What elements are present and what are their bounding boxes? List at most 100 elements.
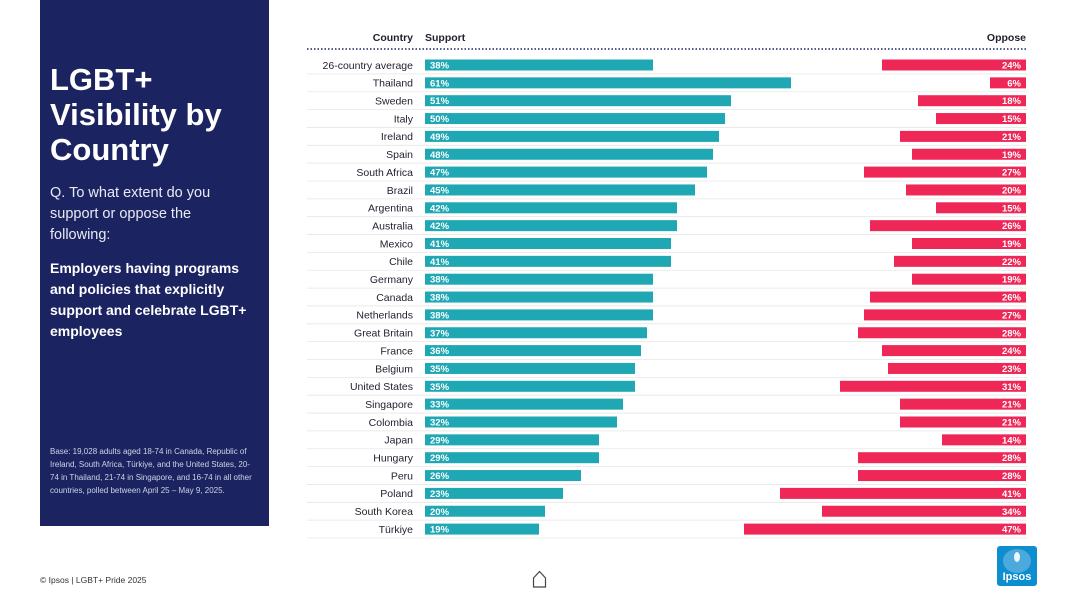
category-label: Belgium <box>375 363 413 375</box>
support-bar <box>425 505 545 517</box>
oppose-bar <box>888 362 1026 374</box>
category-label: Türkiye <box>379 524 414 536</box>
header-support: Support <box>425 32 466 44</box>
support-value-label: 32% <box>430 418 450 429</box>
category-label: France <box>380 345 413 357</box>
support-value-label: 50% <box>430 114 450 125</box>
oppose-bar <box>912 148 1026 160</box>
support-bar <box>425 380 635 392</box>
category-label: Ireland <box>381 131 413 143</box>
oppose-value-label: 6% <box>1007 78 1021 89</box>
oppose-value-label: 24% <box>1002 61 1022 72</box>
support-bar <box>425 291 653 303</box>
oppose-bar <box>894 255 1026 267</box>
support-bar <box>425 59 653 71</box>
support-value-label: 51% <box>430 96 450 107</box>
oppose-bar <box>822 505 1026 517</box>
support-bar <box>425 202 677 214</box>
category-label: Spain <box>386 149 413 161</box>
support-value-label: 26% <box>430 471 450 482</box>
category-label: Colombia <box>369 417 414 429</box>
category-label: Poland <box>380 488 413 500</box>
support-bar <box>425 416 617 428</box>
category-label: Australia <box>372 220 413 232</box>
support-bar <box>425 452 599 464</box>
support-bar <box>425 273 653 285</box>
support-value-label: 36% <box>430 346 450 357</box>
oppose-value-label: 15% <box>1002 203 1022 214</box>
oppose-value-label: 18% <box>1002 96 1022 107</box>
left-panel: LGBT+ Visibility by Country Q. To what e… <box>40 0 269 526</box>
oppose-value-label: 14% <box>1002 435 1022 446</box>
logo-background <box>997 546 1037 586</box>
support-bar <box>425 238 671 249</box>
oppose-value-label: 23% <box>1002 364 1022 375</box>
category-label: Brazil <box>387 185 413 197</box>
support-bar <box>425 523 539 535</box>
oppose-bar <box>858 452 1026 464</box>
support-bar <box>425 398 623 410</box>
oppose-bar <box>936 113 1026 125</box>
support-value-label: 42% <box>430 203 450 214</box>
oppose-bar <box>942 434 1026 446</box>
oppose-value-label: 21% <box>1002 418 1022 429</box>
oppose-bar <box>906 184 1026 196</box>
category-label: Singapore <box>365 399 413 411</box>
category-label: Hungary <box>373 453 413 465</box>
oppose-bar <box>900 130 1026 142</box>
support-oppose-chart: Country Support Oppose 26-country averag… <box>307 32 1027 539</box>
support-value-label: 29% <box>430 453 450 464</box>
oppose-value-label: 34% <box>1002 507 1022 518</box>
support-bar <box>425 95 731 107</box>
oppose-value-label: 28% <box>1002 453 1022 464</box>
support-bar <box>425 220 677 232</box>
category-label: Peru <box>391 470 413 482</box>
support-value-label: 38% <box>430 293 450 304</box>
oppose-value-label: 26% <box>1002 221 1022 232</box>
support-value-label: 35% <box>430 364 450 375</box>
category-label: Germany <box>370 274 414 286</box>
support-bar <box>425 113 725 125</box>
oppose-bar <box>936 202 1026 214</box>
support-bar <box>425 148 713 160</box>
support-value-label: 45% <box>430 185 450 196</box>
footer-copyright: © Ipsos | LGBT+ Pride 2025 <box>40 575 147 585</box>
oppose-value-label: 20% <box>1002 185 1022 196</box>
category-label: Sweden <box>375 96 413 108</box>
category-label: South Africa <box>356 167 413 179</box>
oppose-value-label: 21% <box>1002 132 1022 143</box>
oppose-bar <box>912 238 1026 249</box>
category-label: United States <box>350 381 413 393</box>
support-bar <box>425 77 791 89</box>
support-value-label: 47% <box>430 168 450 179</box>
oppose-bar <box>870 291 1026 303</box>
oppose-bar <box>870 220 1026 232</box>
support-value-label: 37% <box>430 328 450 339</box>
support-bar <box>425 255 671 267</box>
oppose-bar <box>882 345 1026 357</box>
support-bar <box>425 184 695 196</box>
oppose-bar <box>864 309 1026 321</box>
support-value-label: 41% <box>430 239 450 250</box>
category-label: Mexico <box>380 238 413 250</box>
home-icon[interactable] <box>532 570 547 588</box>
oppose-bar <box>744 523 1026 535</box>
oppose-bar <box>858 327 1026 339</box>
oppose-value-label: 15% <box>1002 114 1022 125</box>
oppose-bar <box>918 95 1026 107</box>
oppose-value-label: 27% <box>1002 168 1022 179</box>
oppose-bar <box>990 77 1026 89</box>
support-bar <box>425 309 653 321</box>
oppose-value-label: 24% <box>1002 346 1022 357</box>
oppose-value-label: 26% <box>1002 293 1022 304</box>
ipsos-logo: Ipsos <box>997 546 1037 586</box>
oppose-value-label: 28% <box>1002 471 1022 482</box>
support-value-label: 23% <box>430 489 450 500</box>
support-value-label: 33% <box>430 400 450 411</box>
support-bar <box>425 166 707 178</box>
oppose-value-label: 19% <box>1002 239 1022 250</box>
oppose-value-label: 47% <box>1002 525 1022 536</box>
oppose-bar <box>840 380 1026 392</box>
support-bar <box>425 487 563 499</box>
support-bar <box>425 327 647 339</box>
